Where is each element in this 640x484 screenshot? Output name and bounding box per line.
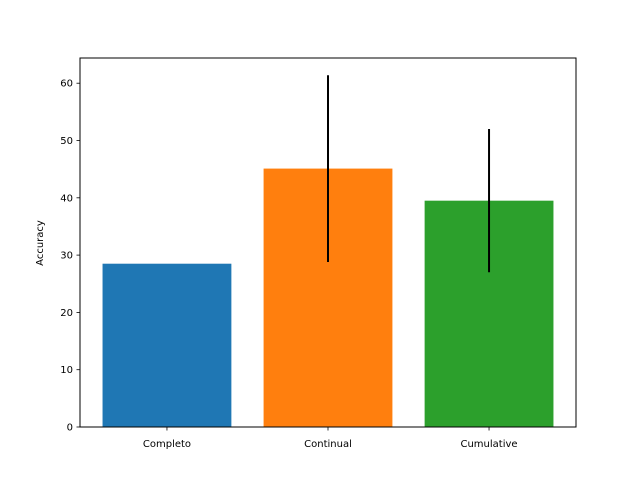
y-tick-label: 30	[60, 251, 73, 262]
x-tick-label: Cumulative	[460, 439, 517, 450]
bar-completo	[102, 263, 232, 427]
y-tick-label: 10	[60, 365, 73, 376]
x-tick-label: Continual	[304, 439, 352, 450]
error-bars-layer	[327, 75, 491, 273]
y-tick-label: 60	[60, 79, 73, 90]
y-tick-label: 20	[60, 308, 73, 319]
y-axis-label: Accuracy	[35, 220, 46, 266]
y-tick-label: 0	[67, 423, 73, 434]
y-tick-label: 40	[60, 193, 73, 204]
x-axis-ticks: Completo Continual Cumulative	[143, 427, 518, 450]
y-tick-label: 50	[60, 136, 73, 147]
y-axis-ticks: 0 10 20 30 40 50 60	[60, 79, 80, 434]
x-tick-label: Completo	[143, 439, 191, 450]
